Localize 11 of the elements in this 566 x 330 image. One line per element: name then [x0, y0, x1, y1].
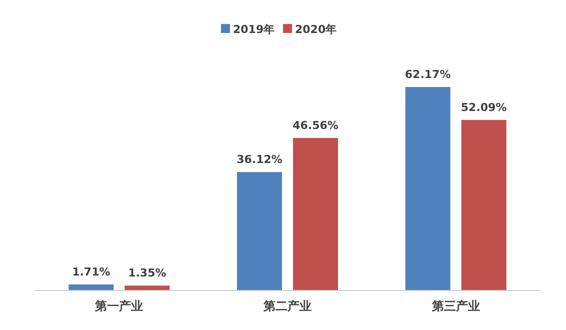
data-label: 36.12% [236, 153, 282, 166]
data-label: 1.71% [72, 265, 110, 278]
legend-label: 2020年 [295, 23, 337, 36]
data-label: 1.35% [128, 266, 166, 280]
data-label: 46.56% [292, 118, 338, 132]
data-label: 62.17% [404, 68, 451, 81]
x-tick-label: 第二产业 [262, 299, 312, 313]
x-tick-label: 第一产业 [94, 299, 144, 313]
data-label: 52.09% [460, 100, 507, 114]
legend-label: 2019年 [233, 23, 275, 36]
x-tick-label: 第三产业 [430, 299, 480, 313]
